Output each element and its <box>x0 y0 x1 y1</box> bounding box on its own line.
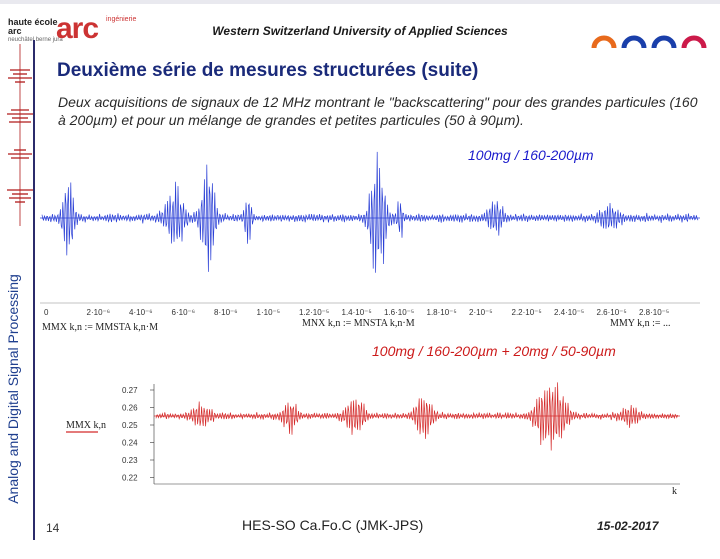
header-title: Western Switzerland University of Applie… <box>212 24 508 38</box>
plot1-formula-right: MMY k,n := ... <box>610 318 671 329</box>
plot2-y-axis-label: MMX k,n <box>66 420 106 431</box>
plot2-label: 100mg / 160-200µm + 20mg / 50-90µm <box>372 343 616 359</box>
plot1-x-ticks: 0 2·10⁻⁶ 4·10⁻⁶ 6·10⁻⁶ 8·10⁻⁶ 1·10⁻⁵ 1.2·10⁻⁵ 1… <box>44 308 669 317</box>
side-divider <box>33 40 35 540</box>
plot1-x-tick-label: 1.4·10⁻⁵ <box>342 308 372 317</box>
plot1-x-tick-label: 2·10⁻⁶ <box>87 308 111 317</box>
plot2-y-tick-label: 0.22 <box>122 474 138 483</box>
plot1-formula-left: MMX k,n := MMSTA k,n·M <box>42 322 158 333</box>
plot2-y-tick-label: 0.26 <box>122 404 138 413</box>
waveform-trace <box>155 382 678 451</box>
hes-logo-line1: haute école <box>8 17 58 27</box>
side-waveform-icon <box>7 44 33 226</box>
header-band <box>0 0 720 4</box>
plot2-waveform <box>155 382 678 451</box>
footer-date: 15-02-2017 <box>597 519 659 533</box>
plot1-x-tick-label: 1·10⁻⁵ <box>257 308 281 317</box>
hes-logo-line2: arc <box>8 26 22 36</box>
plot2-x-axis-label: k <box>672 486 677 497</box>
plot1-x-tick-label: 2·10⁻⁵ <box>469 308 493 317</box>
plot1-x-tick-label: 0 <box>44 308 49 317</box>
arc-logo: arc <box>56 12 99 45</box>
slide-title: Deuxième série de mesures structurées (s… <box>57 60 479 81</box>
waveform-trace <box>41 151 699 273</box>
plot1-x-tick-label: 1.6·10⁻⁵ <box>384 308 414 317</box>
plot1-waveform <box>41 151 699 273</box>
plot-large-particles: 0 2·10⁻⁶ 4·10⁻⁶ 6·10⁻⁶ 8·10⁻⁶ 1·10⁻⁵ 1.2·10⁻⁵ 1… <box>40 140 710 336</box>
plot1-x-tick-label: 2.4·10⁻⁵ <box>554 308 584 317</box>
hes-logo: haute école arc neuchâtel berne jura <box>8 18 63 45</box>
plot2-y-ticks: 0.27 0.26 0.25 0.24 0.23 0.22 <box>122 386 154 483</box>
plot2-y-tick-label: 0.23 <box>122 456 138 465</box>
decorative-rings-icon <box>591 35 707 49</box>
plot1-x-tick-label: 1.8·10⁻⁵ <box>427 308 457 317</box>
page-number: 14 <box>46 521 60 535</box>
footer-credits: HES-SO Ca.Fo.C (JMK-JPS) <box>242 517 424 533</box>
plot2-y-tick-label: 0.24 <box>122 439 138 448</box>
plot1-label: 100mg / 160-200µm <box>468 147 594 163</box>
plot1-x-tick-label: 6·10⁻⁶ <box>172 308 196 317</box>
plot1-x-tick-label: 2.6·10⁻⁵ <box>597 308 627 317</box>
hes-logo-sub: neuchâtel berne jura <box>8 37 63 43</box>
plot1-x-tick-label: 2.8·10⁻⁵ <box>639 308 669 317</box>
arc-logo-subtitle: ingénierie <box>106 16 137 23</box>
plot1-x-tick-label: 2.2·10⁻⁵ <box>512 308 542 317</box>
plot1-x-tick-label: 4·10⁻⁶ <box>129 308 153 317</box>
plot1-x-tick-label: 8·10⁻⁶ <box>214 308 238 317</box>
plot1-formula-mid: MNX k,n := MNSTA k,n·M <box>302 318 415 329</box>
sidebar-vertical-label: Analog and Digital Signal Processing <box>5 274 21 504</box>
slide-description: Deux acquisitions de signaux de 12 MHz m… <box>58 94 698 128</box>
plot2-y-tick-label: 0.27 <box>122 386 138 395</box>
plot-mixed-particles: 0.27 0.26 0.25 0.24 0.23 0.22 MMX k,n k <box>40 334 710 500</box>
plot2-y-tick-label: 0.25 <box>122 421 138 430</box>
plot1-x-tick-label: 1.2·10⁻⁵ <box>299 308 329 317</box>
